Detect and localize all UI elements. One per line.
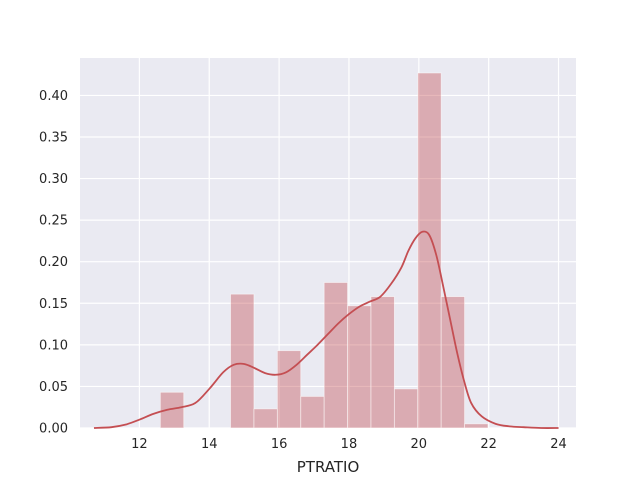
histogram-bar (417, 72, 442, 429)
y-tick-label: 0.10 (39, 338, 68, 353)
histogram-bar (347, 305, 372, 429)
y-axis-ticks: 0.00 0.05 0.10 0.15 0.20 0.25 0.30 0.35 0.40 (39, 89, 68, 437)
histogram-bar (440, 296, 465, 429)
histogram-bar (323, 282, 348, 429)
y-tick-label: 0.40 (39, 89, 68, 104)
x-tick-label: 14 (201, 437, 218, 452)
histogram-bar (464, 423, 489, 429)
histogram-bar (276, 350, 302, 429)
x-axis-ticks: 12 14 16 18 20 22 24 (131, 437, 567, 452)
y-tick-label: 0.20 (39, 255, 68, 270)
x-axis-label: PTRATIO (297, 458, 360, 476)
x-tick-label: 12 (131, 437, 148, 452)
y-tick-label: 0.05 (39, 380, 68, 395)
x-tick-label: 24 (550, 437, 567, 452)
histogram-bar (300, 396, 325, 429)
y-tick-label: 0.30 (39, 172, 68, 187)
y-tick-label: 0.25 (39, 214, 68, 229)
x-tick-label: 22 (480, 437, 497, 452)
histogram-bar (370, 296, 395, 429)
plot-area (80, 58, 576, 428)
histogram-bar (253, 408, 278, 429)
y-tick-label: 0.00 (39, 422, 68, 437)
x-tick-label: 20 (411, 437, 428, 452)
histogram-bar (159, 391, 185, 429)
histogram-bars (159, 72, 489, 429)
y-tick-label: 0.35 (39, 130, 68, 145)
histogram-bar (230, 293, 255, 429)
histogram-bar (393, 388, 419, 429)
kde-curve (93, 230, 559, 429)
x-tick-label: 16 (271, 437, 288, 452)
y-tick-label: 0.15 (39, 297, 68, 312)
x-tick-label: 18 (341, 437, 358, 452)
